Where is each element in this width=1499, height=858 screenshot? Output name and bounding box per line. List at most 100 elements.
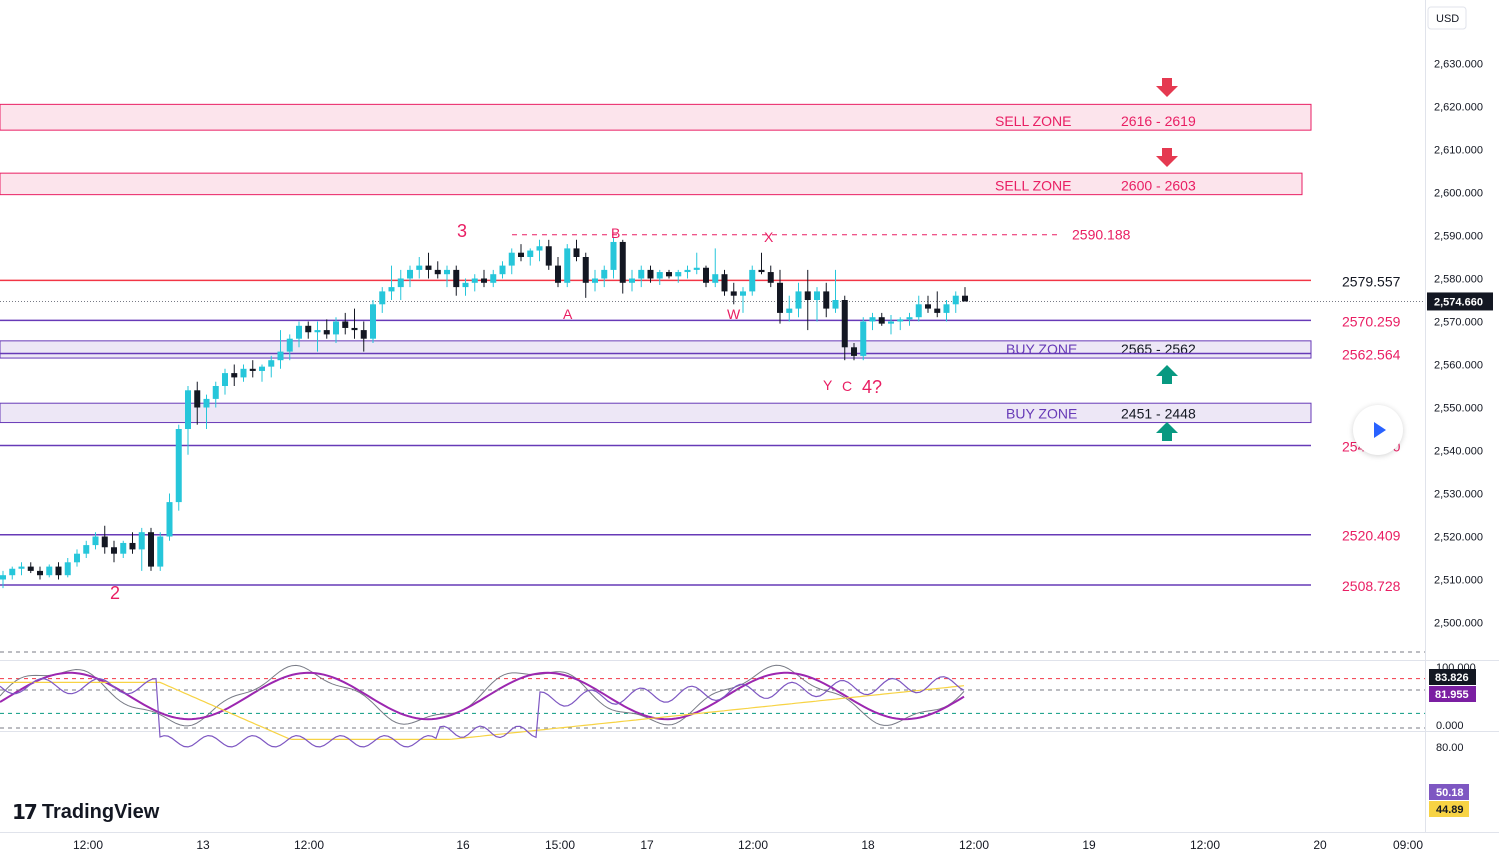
price-tick-label: 2,580.000: [1434, 274, 1483, 286]
price-tick-label: 2,560.000: [1434, 360, 1483, 372]
candle-body: [129, 542, 136, 550]
candle-body: [573, 248, 580, 257]
candle-body: [897, 319, 904, 322]
time-tick-label: 09:00: [1393, 838, 1423, 852]
candle-body: [656, 272, 663, 279]
price-tick-label: 2,550.000: [1434, 403, 1483, 415]
time-tick-label: 19: [1082, 838, 1096, 852]
stoch-d-line: [0, 671, 965, 721]
candle-body: [138, 532, 145, 550]
sell-arrow-icon: [1156, 148, 1178, 167]
time-axis[interactable]: 12:00 13 12:00 16 15:00 17 12:00 18 12:00 19 12:00…: [73, 838, 1423, 852]
candle-body: [111, 547, 117, 554]
candle-body: [925, 304, 931, 309]
level-label: 2579.557: [1342, 273, 1401, 289]
candle-body: [832, 300, 839, 309]
candle-body: [777, 282, 783, 313]
price-tick-label: 2,600.000: [1434, 188, 1483, 200]
price-axis[interactable]: USD 2,630.000 2,620.000 2,610.000 2,600.000 2…: [1427, 6, 1493, 817]
stoch-d-badge: [1429, 686, 1476, 702]
candle-body: [37, 570, 43, 576]
price-tick-label: 2,520.000: [1434, 532, 1483, 544]
candle-body: [64, 562, 71, 576]
candle-body: [434, 269, 441, 275]
candle-body: [675, 272, 682, 277]
candle-body: [814, 291, 820, 300]
time-tick-label: 16: [456, 838, 470, 852]
rsi-ma-value: 44.89: [1436, 804, 1464, 816]
play-button[interactable]: [1353, 405, 1403, 455]
currency-label: USD: [1436, 13, 1459, 25]
zone-box: [0, 103, 1312, 131]
rsi-tick-label: 80.00: [1436, 742, 1464, 754]
zone-label: SELL ZONE: [995, 113, 1072, 129]
price-tick-label: 2,570.000: [1434, 317, 1483, 329]
tradingview-logo-icon: 17: [12, 800, 38, 824]
candle-body: [194, 390, 201, 408]
price-levels: 2579.5572570.2592562.5642541.1702520.409…: [0, 227, 1425, 594]
candle-body: [18, 566, 25, 569]
candle-body: [693, 267, 700, 270]
rsi-ma-line: [0, 681, 965, 740]
time-tick-label: 17: [640, 838, 654, 852]
candle-body: [471, 278, 478, 283]
candle-body: [370, 304, 376, 339]
candle-body: [249, 368, 256, 371]
wave-label: Y: [823, 377, 833, 393]
candle-body: [55, 566, 62, 576]
candle-body: [601, 269, 608, 279]
candle-body: [185, 390, 191, 429]
candle-body: [286, 338, 293, 352]
candle-body: [823, 291, 830, 309]
stoch-k-badge: [1429, 669, 1476, 685]
candle-body: [74, 553, 80, 563]
candle-body: [638, 269, 645, 279]
candle-body: [46, 566, 53, 576]
candle-body: [943, 304, 950, 313]
stochastic-pane: [0, 664, 1425, 727]
candle-body: [397, 278, 404, 288]
wave-label: A: [563, 306, 573, 322]
candle-body: [860, 321, 867, 356]
rsi-badge: [1429, 784, 1469, 800]
time-tick-label: 15:00: [545, 838, 575, 852]
time-tick-label: 12:00: [1190, 838, 1220, 852]
zone-label: SELL ZONE: [995, 178, 1072, 194]
candle-body: [83, 545, 90, 554]
price-tick-label: 2,590.000: [1434, 231, 1483, 243]
candle-body: [416, 265, 423, 270]
candle-body: [619, 241, 626, 283]
candle-body: [592, 278, 598, 283]
candle-body: [795, 291, 802, 309]
candle-body: [425, 265, 432, 270]
candle-body: [518, 252, 524, 257]
currency-button: [1427, 6, 1467, 30]
candle-body: [564, 248, 571, 283]
candle-body: [490, 274, 497, 283]
candle-body: [166, 502, 173, 537]
candle-body: [222, 373, 228, 386]
rsi-line: [0, 676, 965, 748]
wave-label: 3: [457, 221, 467, 241]
tradingview-logo-text: TradingView: [41, 800, 160, 823]
candle-body: [906, 317, 913, 320]
candle-body: [952, 295, 959, 305]
zone-label: BUY ZONE: [1006, 406, 1077, 422]
candle-body: [305, 325, 312, 333]
candle-body: [277, 351, 284, 361]
candle-body: [749, 269, 756, 292]
time-tick-label: 12:00: [738, 838, 768, 852]
candle-body: [545, 246, 552, 266]
candle-body: [740, 291, 746, 296]
candle-body: [462, 282, 469, 288]
candle-body: [314, 330, 321, 333]
candle-body: [342, 321, 349, 328]
play-icon: [1374, 422, 1386, 438]
candle-body: [101, 536, 108, 548]
candle-body: [351, 327, 358, 331]
level-label: 2570.259: [1342, 313, 1401, 329]
zone-range: 2451 - 2448: [1121, 406, 1196, 422]
candle-body: [758, 269, 765, 273]
candle-body: [481, 278, 487, 283]
